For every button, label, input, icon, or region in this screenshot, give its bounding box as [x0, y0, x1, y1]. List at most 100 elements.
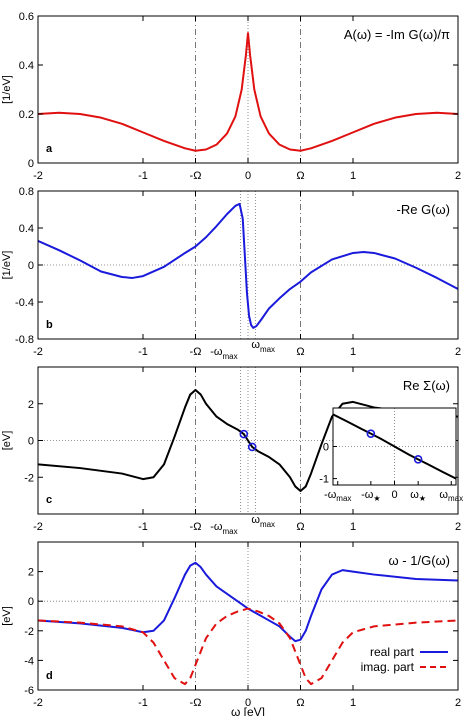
xtick-label: 1 — [350, 170, 356, 182]
series-line-0 — [38, 32, 458, 152]
xtick-label: Ω — [296, 346, 304, 358]
inset-series-line — [333, 413, 456, 480]
inset-xtick-sub: max — [336, 494, 351, 503]
panel-letter: d — [46, 670, 53, 682]
omega-max-neg-main: -ω — [210, 346, 223, 358]
marker-point — [239, 429, 249, 439]
xtick-label: -Ω — [190, 521, 202, 533]
inset-xtick-label: ωmax — [439, 489, 463, 503]
panel-title: ω - 1/G(ω) — [389, 553, 450, 568]
inset-xtick-main: 0 — [391, 489, 397, 501]
inset-ytick-label: 0 — [323, 442, 329, 454]
ytick-label: -6 — [24, 685, 34, 697]
ytick-label: 0.2 — [19, 109, 34, 121]
panel-d: -6 -4 -2 0 2 -2 -1 -Ω 0 Ω 1 2 ω - 1/G(ω) d [eV] ω [eV] r… — [1, 541, 461, 716]
xtick-label: -2 — [33, 346, 43, 358]
marker-point — [247, 442, 257, 452]
inset-xtick-label: -ωmax — [324, 489, 351, 503]
inset-xtick-main: -ω — [324, 489, 337, 501]
xtick-label: 1 — [350, 346, 356, 358]
series-group — [38, 561, 458, 686]
xtick-label: -Ω — [190, 346, 202, 358]
xtick-label: 2 — [455, 521, 461, 533]
y-axis-label: [1/eV] — [1, 75, 13, 104]
panel-a: 0 0.2 0.4 0.6 -2 -1 -Ω 0 Ω 1 2 A(ω) = -Im G(ω)/π a [1… — [1, 11, 461, 182]
inset-xtick-sub: ★ — [373, 494, 380, 503]
inset-xtick-main: -ω — [361, 489, 374, 501]
omega-max-neg-main: -ω — [210, 521, 223, 533]
ytick-label: -4 — [24, 655, 34, 667]
inset-xtick-main: ω — [410, 489, 419, 501]
inset-xtick-sub: max — [448, 494, 463, 503]
xtick-label: 1 — [350, 697, 356, 709]
ytick-label: -0.8 — [15, 334, 34, 346]
inset-xtick-main: ω — [439, 489, 448, 501]
inset-xtick-label: -ω★ — [361, 489, 380, 503]
x-axis-label: ω [eV] — [231, 705, 265, 716]
xtick-label: 2 — [455, 697, 461, 709]
xtick-label: -2 — [33, 521, 43, 533]
omega-max-pos-main: ω — [251, 514, 260, 526]
omega-max-neg-label: -ωmax — [210, 346, 237, 361]
inset-xtick-sub: ★ — [419, 494, 426, 503]
xtick-label: -1 — [138, 170, 148, 182]
omega-max-pos-sub: max — [260, 520, 275, 529]
xtick-label: -Ω — [190, 170, 202, 182]
ytick-label: 0 — [28, 260, 34, 272]
omega-max-pos-sub: max — [260, 345, 275, 354]
series-line-0 — [38, 388, 458, 493]
ytick-label: 0.6 — [19, 11, 34, 23]
inset-xtick-label: ω★ — [410, 489, 426, 503]
ytick-label: 2 — [28, 567, 34, 579]
panel-letter: a — [46, 143, 53, 155]
series-group — [38, 32, 458, 152]
ytick-label: 0 — [28, 158, 34, 170]
panel-letter: c — [46, 494, 52, 506]
ytick-label: 0.8 — [19, 186, 34, 198]
xtick-label: 2 — [455, 346, 461, 358]
inset-marker-point — [413, 455, 423, 464]
omega-max-neg-label: -ωmax — [210, 521, 237, 536]
omega-max-neg-sub: max — [223, 527, 238, 536]
panel-title: A(ω) = -Im G(ω)/π — [344, 27, 450, 42]
series-group — [38, 388, 458, 493]
xtick-label: -2 — [33, 697, 43, 709]
inset-series-group — [333, 413, 456, 480]
xtick-label: -1 — [138, 346, 148, 358]
inset-xtick-label: 0 — [391, 489, 397, 501]
xtick-label: 0 — [245, 697, 251, 709]
ytick-label: 0 — [28, 436, 34, 448]
legend-label: real part — [370, 645, 415, 659]
xtick-label: -2 — [33, 170, 43, 182]
xtick-label: -Ω — [190, 697, 202, 709]
ytick-label: 0 — [28, 596, 34, 608]
omega-max-pos-label: ωmax — [251, 514, 275, 529]
inset-ytick-label: -1 — [319, 474, 329, 486]
xtick-label: 1 — [350, 521, 356, 533]
omega-max-pos-label: ωmax — [251, 339, 275, 354]
panel-title: Re Σ(ω) — [403, 378, 450, 393]
series-group — [38, 202, 458, 329]
omega-max-pos-main: ω — [251, 339, 260, 351]
ytick-label: 2 — [28, 399, 34, 411]
ytick-label: 0.4 — [19, 223, 34, 235]
ytick-label: -2 — [24, 472, 34, 484]
ytick-label: 0.4 — [19, 60, 34, 72]
panel-letter: b — [46, 319, 53, 331]
xtick-label: Ω — [296, 521, 304, 533]
ytick-label: -2 — [24, 626, 34, 638]
xtick-label: Ω — [296, 697, 304, 709]
legend-label: imag. part — [361, 660, 415, 674]
y-axis-label: [eV] — [1, 606, 13, 626]
omega-max-neg-sub: max — [223, 352, 238, 361]
xtick-label: -1 — [138, 697, 148, 709]
inset-marker-point — [366, 429, 376, 438]
panel-title: -Re G(ω) — [397, 202, 450, 217]
xtick-label: 2 — [455, 170, 461, 182]
ytick-label: -0.4 — [15, 297, 34, 309]
inset-plot: -10-ωmax -ω★ 0 ω★ ωmax — [319, 407, 463, 503]
xtick-label: 0 — [245, 170, 251, 182]
xtick-label: Ω — [296, 170, 304, 182]
y-axis-label: [eV] — [1, 431, 13, 451]
